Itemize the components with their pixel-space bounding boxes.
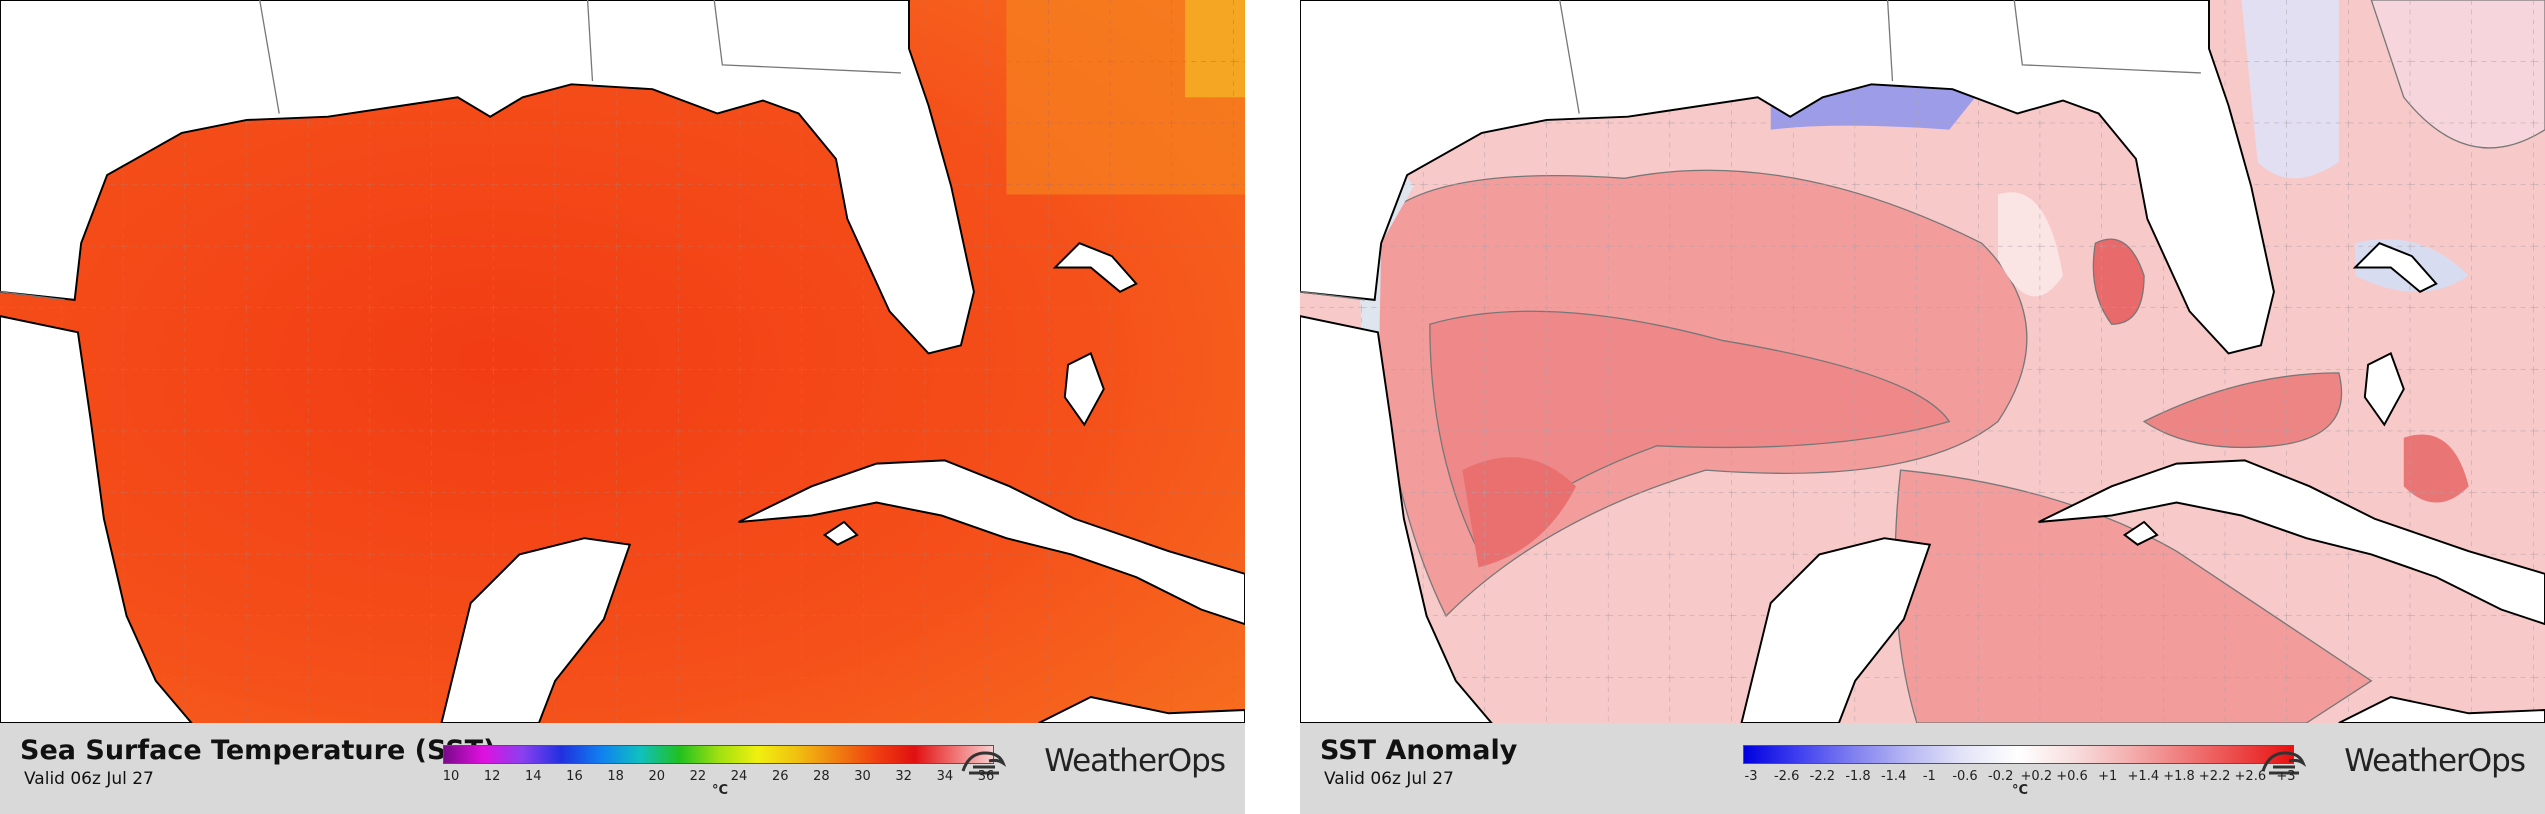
anomaly-map bbox=[1300, 0, 2545, 723]
colorbar-tick-label: -0.2 bbox=[1987, 769, 2014, 784]
colorbar-tick-label: -1.8 bbox=[1845, 769, 1871, 784]
sst-colorbar bbox=[443, 745, 994, 764]
colorbar-tick-label: -1 bbox=[1922, 769, 1936, 784]
land bbox=[1300, 0, 2545, 723]
colorbar-tick-label: 26 bbox=[771, 769, 789, 784]
colorbar-tick-label: 16 bbox=[566, 769, 583, 784]
colorbar-tick-label: 18 bbox=[607, 769, 624, 784]
colorbar-tick-label: +1.8 bbox=[2163, 769, 2195, 784]
colorbar-tick-label: 14 bbox=[525, 769, 542, 784]
colorbar-tick-label: -1.4 bbox=[1880, 769, 1907, 784]
sst-footer: Sea Surface Temperature (SST) Valid 06z … bbox=[0, 723, 1245, 814]
colorbar-tick-label: -2.6 bbox=[1773, 769, 1800, 784]
logo: WeatherOps bbox=[1044, 743, 1226, 779]
colorbar-tick-label: 22 bbox=[689, 769, 707, 784]
sst-panel: Sea Surface Temperature (SST) Valid 06z … bbox=[0, 0, 1245, 814]
colorbar-tick-label: 20 bbox=[648, 769, 666, 784]
sst-unit: °C bbox=[712, 783, 729, 798]
colorbar-tick-label: 10 bbox=[442, 769, 460, 784]
anomaly-title: SST Anomaly bbox=[1320, 735, 1518, 766]
colorbar-tick-label: +0.2 bbox=[2020, 769, 2053, 784]
colorbar-tick-label: +2.6 bbox=[2234, 769, 2267, 784]
colorbar-tick-label: 28 bbox=[813, 769, 830, 784]
sst-map bbox=[0, 0, 1245, 723]
anomaly-valid: Valid 06z Jul 27 bbox=[1324, 769, 1454, 789]
colorbar-tick-label: -3 bbox=[1744, 769, 1758, 784]
colorbar-tick-label: 32 bbox=[895, 769, 912, 784]
logo-icon bbox=[2261, 751, 2307, 775]
colorbar-tick-label: 24 bbox=[730, 769, 748, 784]
colorbar-tick-label: +3 bbox=[2276, 769, 2296, 784]
colorbar-tick-label: +1.4 bbox=[2127, 769, 2160, 784]
colorbar-tick-label: +2.2 bbox=[2198, 769, 2231, 784]
anomaly-panel: SST Anomaly Valid 06z Jul 27 °C WeatherO… bbox=[1300, 0, 2545, 814]
anomaly-unit: °C bbox=[2012, 783, 2029, 798]
colorbar-tick-label: 30 bbox=[854, 769, 871, 784]
colorbar-tick-label: +0.6 bbox=[2056, 769, 2088, 784]
land bbox=[0, 0, 1245, 723]
anomaly-footer: SST Anomaly Valid 06z Jul 27 °C WeatherO… bbox=[1300, 723, 2545, 814]
colorbar-tick-label: 36 bbox=[977, 769, 995, 784]
logo: WeatherOps bbox=[2344, 743, 2526, 779]
colorbar-tick-label: -2.2 bbox=[1809, 769, 1836, 784]
sst-valid: Valid 06z Jul 27 bbox=[24, 769, 154, 789]
colorbar-tick-label: +1 bbox=[2098, 769, 2118, 784]
colorbar-tick-label: 34 bbox=[936, 769, 954, 784]
colorbar-tick-label: -0.6 bbox=[1952, 769, 1978, 784]
sst-title: Sea Surface Temperature (SST) bbox=[20, 735, 496, 766]
colorbar-tick-label: 12 bbox=[483, 769, 501, 784]
logo-icon bbox=[961, 751, 1007, 775]
anomaly-colorbar bbox=[1743, 745, 2294, 764]
